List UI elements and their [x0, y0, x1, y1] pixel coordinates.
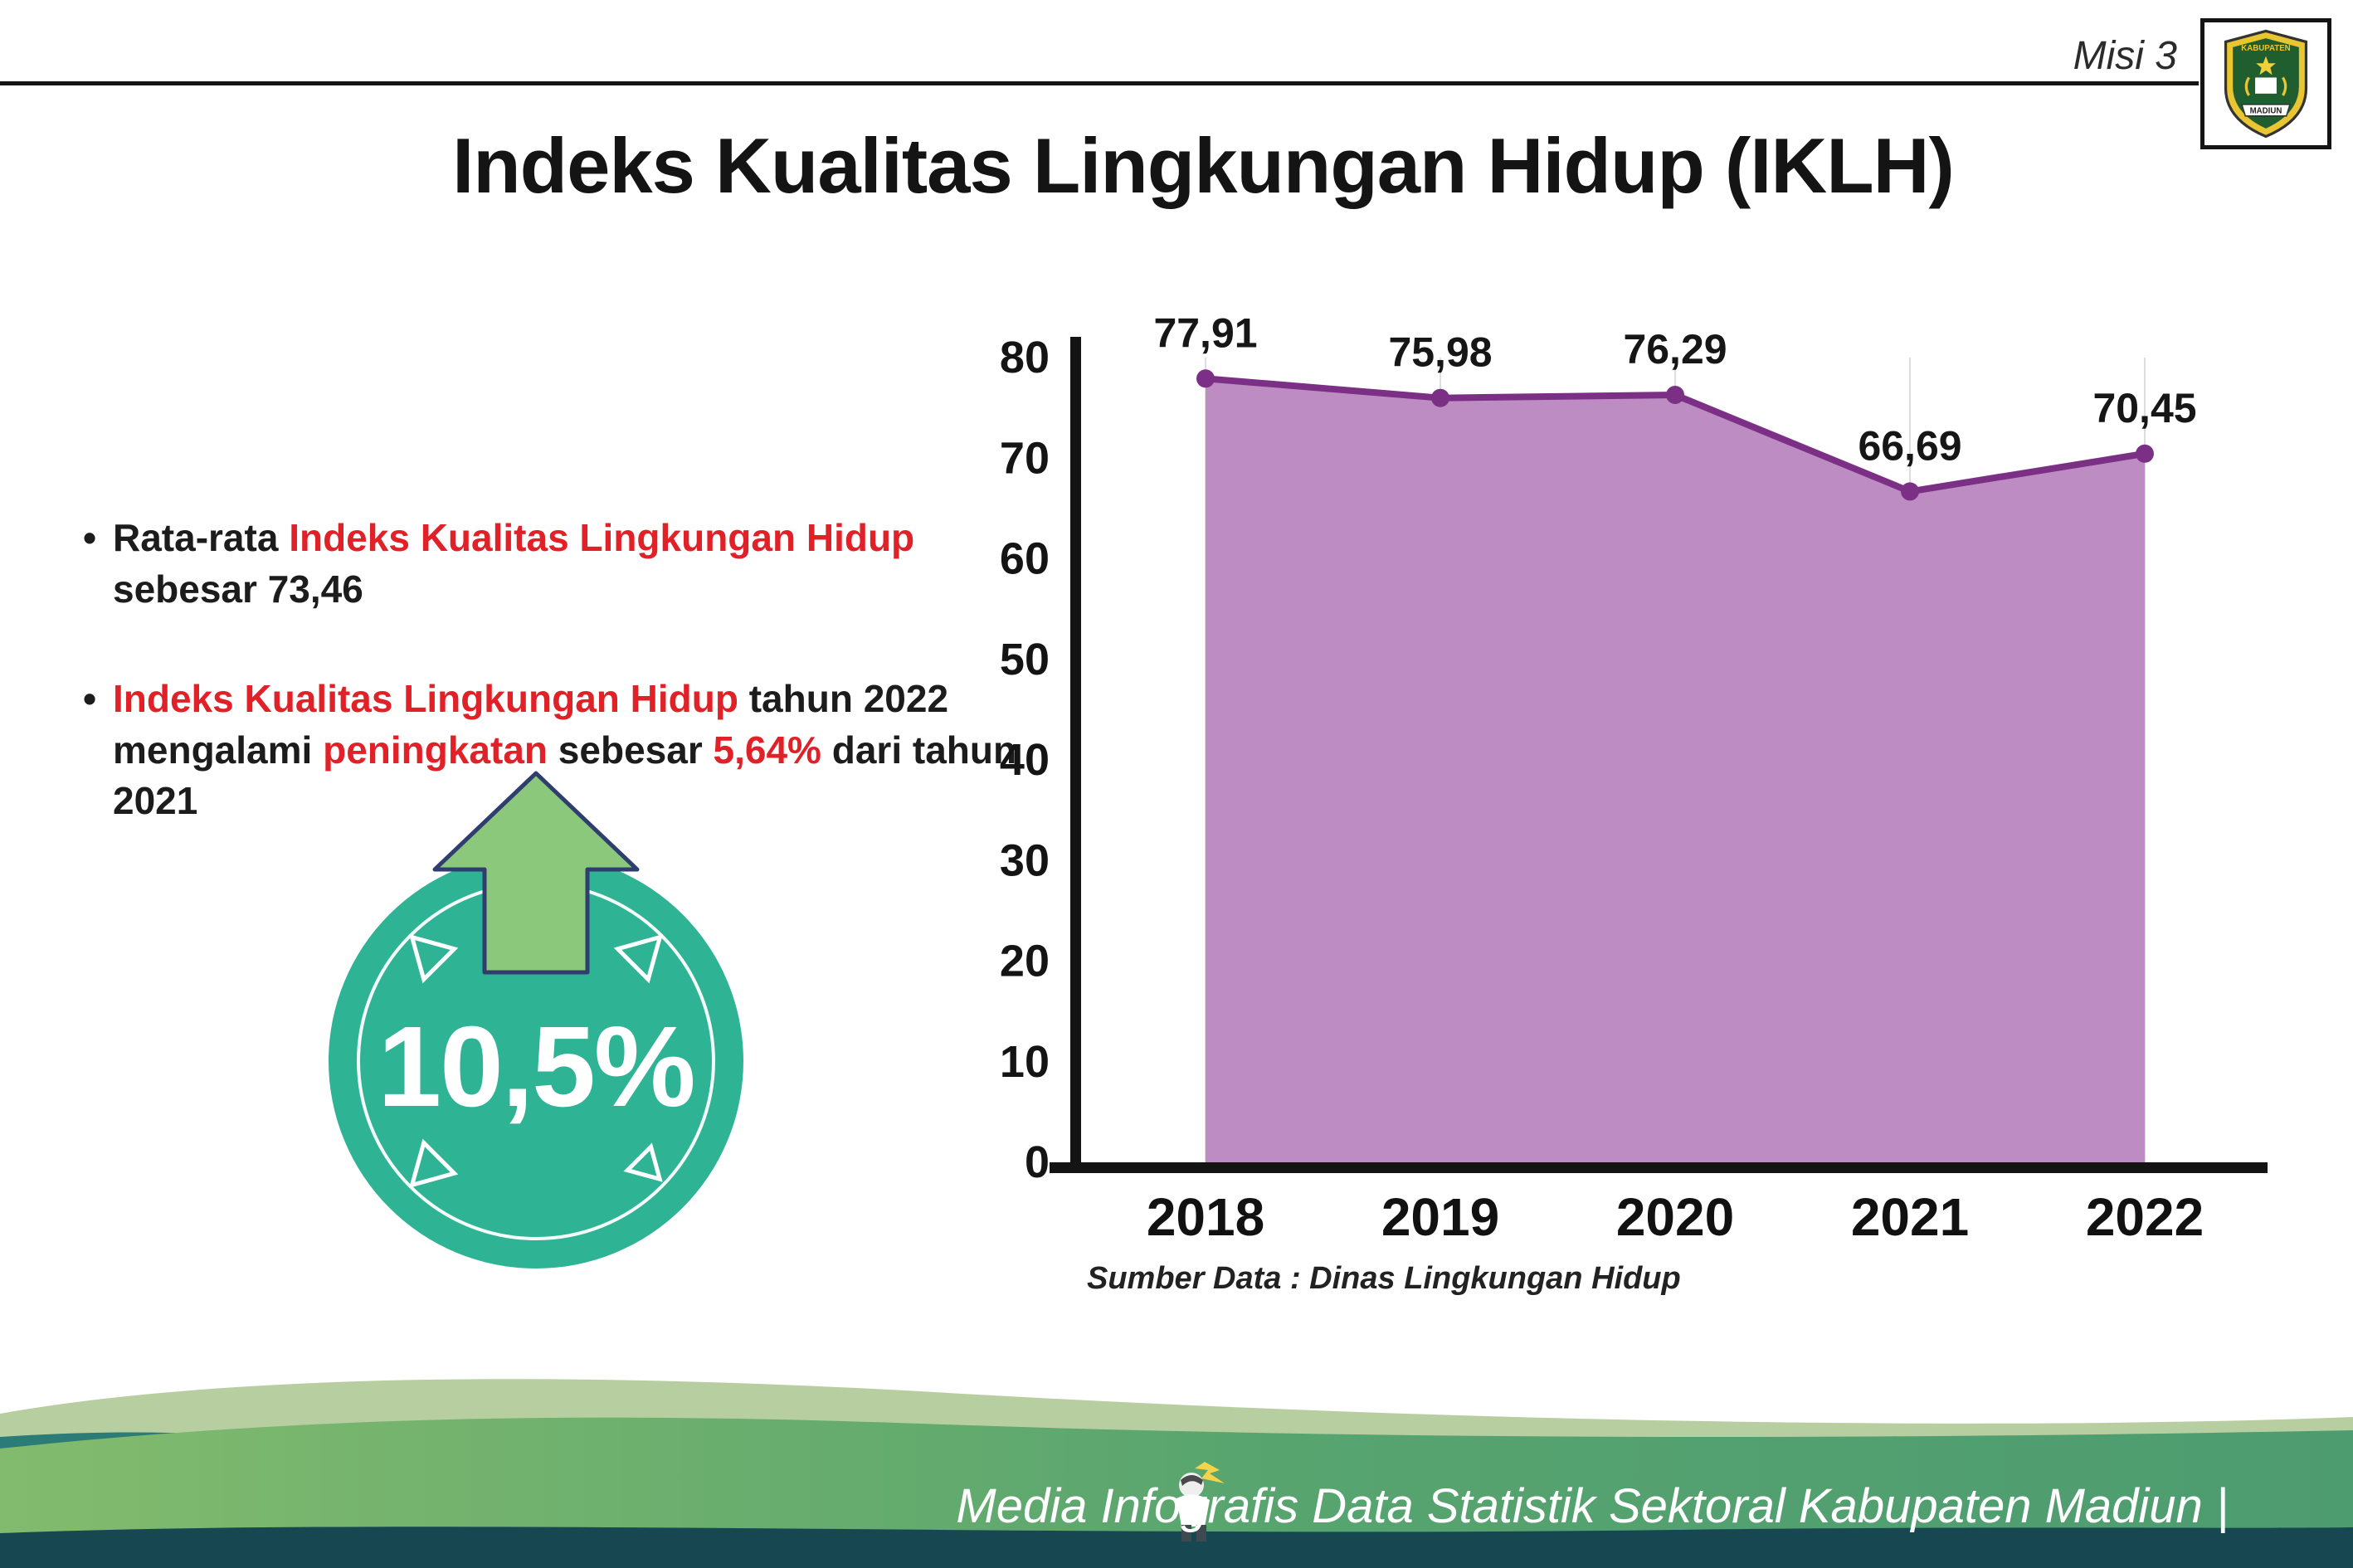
x-tick-label: 2021	[1851, 1187, 1969, 1247]
bullet1-text: Rata-rata	[113, 516, 290, 559]
data-point	[1666, 386, 1684, 404]
triangle-icon	[409, 1138, 459, 1188]
value-label: 76,29	[1623, 326, 1727, 373]
flash-icon	[1195, 1462, 1225, 1483]
value-label: 75,98	[1388, 329, 1492, 376]
star-icon	[2256, 56, 2276, 75]
data-point	[1196, 369, 1215, 388]
y-tick-label: 70	[1000, 433, 1050, 483]
up-arrow-icon	[425, 768, 647, 977]
bullet-average-iklh: Rata-rata Indeks Kualitas Lingkungan Hid…	[83, 513, 1045, 615]
data-point	[2136, 444, 2154, 463]
bullet2-highlight-2: peningkatan	[323, 728, 548, 772]
page-title: Indeks Kualitas Lingkungan Hidup (IKLH)	[452, 122, 1955, 209]
logo-bottom-text: MADIUN	[2250, 107, 2282, 116]
bullet2-highlight-3: 5,64%	[713, 728, 821, 772]
value-label: 66,69	[1858, 422, 1961, 469]
x-tick-label: 2018	[1147, 1187, 1264, 1247]
y-tick-label: 50	[1000, 635, 1050, 684]
triangle-icon	[623, 1142, 663, 1182]
y-tick-label: 60	[1000, 534, 1050, 584]
bullet2-text-1: tahun 2022 mengalami	[113, 677, 949, 772]
y-tick-label: 80	[1000, 333, 1050, 382]
value-label: 70,45	[2092, 385, 2196, 431]
y-axis	[1070, 337, 1081, 1173]
kabupaten-madiun-logo: KABUPATEN MADIUN	[2200, 18, 2331, 149]
logo-top-text: KABUPATEN	[2241, 44, 2290, 53]
y-tick-label: 30	[1000, 835, 1050, 885]
wave-dark-strip	[0, 1527, 2353, 1568]
mascot-icon	[1158, 1460, 1236, 1545]
bullet2-highlight-1: Indeks Kualitas Lingkungan Hidup	[113, 677, 738, 720]
x-tick-label: 2019	[1381, 1187, 1499, 1247]
bullet1-text-2: sebesar 73,46	[113, 567, 363, 611]
footer-waves	[0, 1379, 2353, 1568]
iklh-area-chart: 0 10 20 30 40 50 60 70 80 77,91 75,98 76,29 66,69 70,…	[957, 295, 2284, 1249]
y-tick-label: 20	[1000, 937, 1050, 986]
data-source: Sumber Data : Dinas Lingkungan Hidup	[1087, 1261, 1681, 1296]
value-label: 77,91	[1153, 309, 1257, 356]
increase-percentage: 10,5%	[378, 1002, 695, 1131]
data-point	[1901, 482, 1919, 501]
bullet2-text-3: dari tahun 2021	[113, 728, 1017, 823]
misi-label: Misi 3	[2073, 34, 2177, 78]
bullet1-highlight: Indeks Kualitas Lingkungan Hidup	[289, 516, 915, 559]
x-tick-label: 2020	[1616, 1187, 1734, 1247]
shield-emblem-icon: KABUPATEN MADIUN	[2224, 29, 2308, 139]
bullet-increase-2022: Indeks Kualitas Lingkungan Hidup tahun 2…	[83, 674, 1045, 827]
area-fill	[1206, 378, 2145, 1162]
iklh-chart-svg: 0 10 20 30 40 50 60 70 80 77,91 75,98 76,29 66,69 70,…	[1000, 309, 2268, 1247]
y-tick-label: 0	[1025, 1137, 1050, 1187]
x-tick-label: 2022	[2086, 1187, 2204, 1247]
bullet2-text-2: sebesar	[548, 728, 714, 772]
header-rule	[0, 81, 2199, 85]
y-tick-label: 10	[1000, 1037, 1050, 1087]
x-axis	[1050, 1162, 2268, 1173]
triangle-icon	[409, 934, 459, 984]
data-point	[1431, 388, 1449, 407]
y-tick-label: 40	[1000, 735, 1050, 785]
footer-caption: Media Infografis Data Statistik Sektoral…	[956, 1479, 2229, 1533]
triangle-icon	[613, 934, 663, 984]
